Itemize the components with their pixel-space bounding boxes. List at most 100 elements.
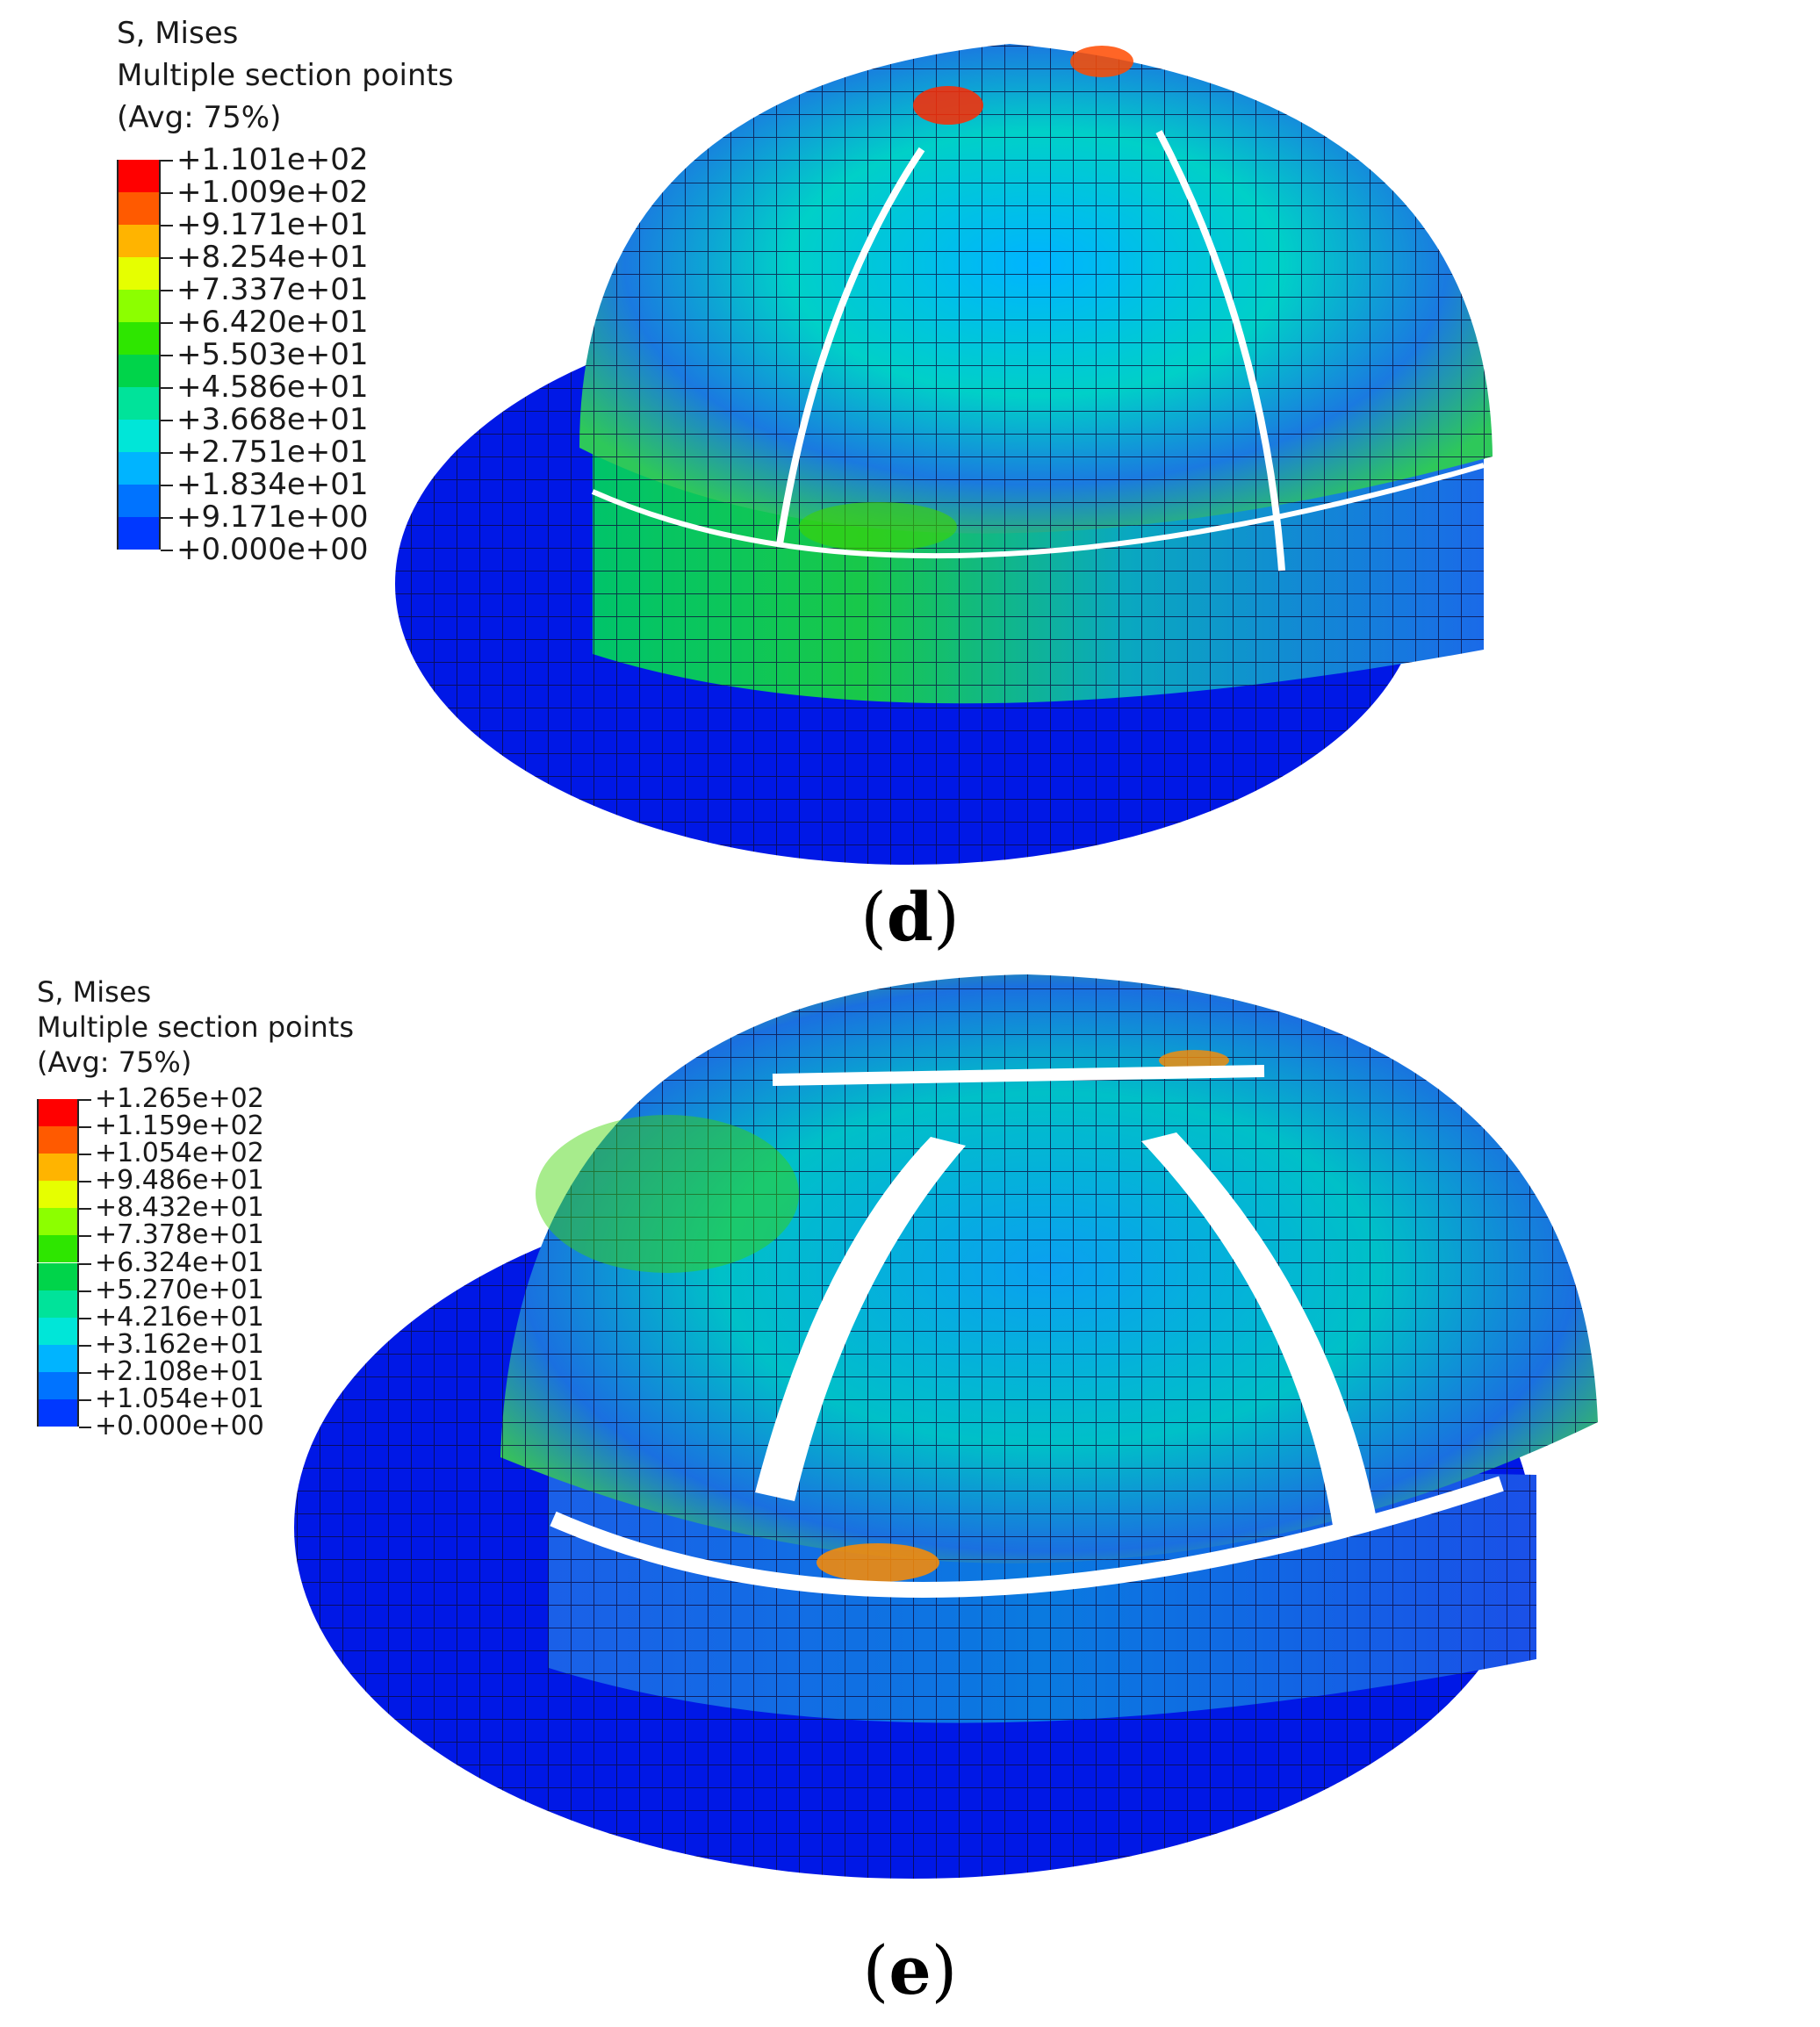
legend-tick: [161, 419, 173, 421]
legend-swatch: [117, 257, 161, 291]
legend-tick: [161, 516, 173, 519]
stress-hotspot: [816, 1543, 939, 1582]
legend-tick: [79, 1399, 91, 1402]
legend-value: +5.503e+01: [176, 337, 369, 372]
legend-swatch: [117, 516, 161, 550]
legend-swatch: [117, 484, 161, 517]
legend-tick: [161, 290, 173, 292]
legend-value: +7.378e+01: [95, 1219, 264, 1251]
legend-subtitle: Multiple section points: [37, 1010, 354, 1044]
legend-title: S, Mises: [117, 16, 239, 51]
legend-swatch: [117, 192, 161, 226]
legend-tick: [79, 1125, 91, 1128]
legend-swatch: [37, 1290, 79, 1318]
legend-swatch: [37, 1317, 79, 1345]
legend-swatch: [117, 160, 161, 193]
legend-swatch: [117, 322, 161, 355]
legend-value: +3.162e+01: [95, 1328, 264, 1360]
legend-value: +1.834e+01: [176, 466, 369, 502]
caption-e: (e): [862, 1931, 958, 2009]
color-scale: +1.101e+02 +1.009e+02 +9.171e+01 +8.254e+01…: [117, 144, 454, 565]
legend-swatch: [37, 1344, 79, 1373]
legend-tick: [79, 1262, 91, 1265]
legend-d: S, Mises Multiple section points (Avg: 7…: [117, 12, 454, 565]
legend-swatch: [37, 1125, 79, 1154]
legend-value: +2.751e+01: [176, 434, 369, 470]
legend-value: +1.101e+02: [176, 142, 369, 178]
contour-plot-d: [395, 44, 1493, 865]
legend-value: +9.486e+01: [95, 1165, 264, 1197]
contour-plot-e: [294, 974, 1598, 1879]
legend-tick: [161, 192, 173, 195]
legend-tick: [161, 322, 173, 325]
legend-swatch: [117, 451, 161, 485]
legend-swatch: [37, 1235, 79, 1263]
legend-tick: [79, 1208, 91, 1211]
color-scale: +1.265e+02 +1.159e+02 +1.054e+02 +9.486e+01…: [37, 1085, 354, 1441]
panel-d: S, Mises Multiple section points (Avg: 7…: [0, 0, 1820, 966]
gap-line: [1155, 130, 1285, 571]
legend-swatch: [37, 1399, 79, 1427]
legend-swatch: [37, 1181, 79, 1209]
legend-value: +0.000e+00: [176, 531, 369, 567]
legend-swatch: [117, 290, 161, 323]
legend-swatch: [37, 1098, 79, 1126]
legend-value: +4.216e+01: [95, 1301, 264, 1333]
legend-swatch: [37, 1262, 79, 1290]
legend-tick: [161, 484, 173, 486]
gap-ring: [550, 1476, 1504, 1598]
legend-swatch: [37, 1153, 79, 1182]
legend-value: +1.159e+02: [95, 1110, 264, 1141]
legend-averaging: (Avg: 75%): [117, 100, 282, 135]
legend-tick: [79, 1344, 91, 1347]
legend-value: +9.171e+00: [176, 499, 369, 535]
legend-value: +7.337e+01: [176, 272, 369, 308]
legend-value: +4.586e+01: [176, 369, 369, 405]
legend-tick: [79, 1098, 91, 1101]
legend-swatch: [117, 386, 161, 420]
legend-tick: [79, 1317, 91, 1319]
legend-value: +1.009e+02: [176, 175, 369, 211]
legend-swatch: [117, 355, 161, 387]
legend-value: +3.668e+01: [176, 401, 369, 437]
legend-value: +6.324e+01: [95, 1247, 264, 1278]
panel-e: S, Mises Multiple section points (Avg: 7…: [0, 966, 1820, 2027]
legend-title: S, Mises: [37, 975, 152, 1009]
legend-averaging: (Avg: 75%): [37, 1046, 192, 1079]
legend-value: +8.254e+01: [176, 240, 369, 276]
legend-swatch: [37, 1208, 79, 1236]
legend-swatch: [37, 1372, 79, 1400]
legend-tick: [161, 257, 173, 260]
caption-d: (d): [860, 878, 960, 956]
gap-line: [776, 147, 925, 545]
legend-value: +8.432e+01: [95, 1192, 264, 1224]
legend-value: +1.054e+02: [95, 1137, 264, 1168]
gap-ring: [591, 463, 1485, 559]
legend-tick: [79, 1235, 91, 1238]
legend-tick: [161, 225, 173, 227]
legend-value: +1.265e+02: [95, 1082, 264, 1114]
legend-value: +6.420e+01: [176, 305, 369, 341]
legend-e: S, Mises Multiple section points (Avg: 7…: [37, 974, 354, 1441]
gap-line: [772, 1065, 1265, 1086]
legend-swatch: [117, 419, 161, 452]
legend-tick: [79, 1372, 91, 1375]
legend-tick: [79, 1153, 91, 1155]
legend-tick: [79, 1181, 91, 1183]
legend-tick: [161, 160, 173, 162]
legend-tick: [79, 1290, 91, 1292]
legend-tick: [161, 451, 173, 454]
stress-region: [799, 502, 957, 551]
legend-value: +1.054e+01: [95, 1384, 264, 1415]
legend-tick: [161, 549, 173, 551]
legend-tick: [79, 1427, 91, 1429]
legend-value: +9.171e+01: [176, 207, 369, 243]
gap-wedge: [755, 1137, 966, 1501]
stress-hotspot: [1070, 46, 1133, 77]
legend-value: +2.108e+01: [95, 1356, 264, 1388]
legend-tick: [161, 355, 173, 356]
legend-tick: [161, 386, 173, 389]
legend-value: +5.270e+01: [95, 1274, 264, 1305]
stress-region: [536, 1115, 799, 1273]
stress-hotspot: [1159, 1050, 1229, 1071]
